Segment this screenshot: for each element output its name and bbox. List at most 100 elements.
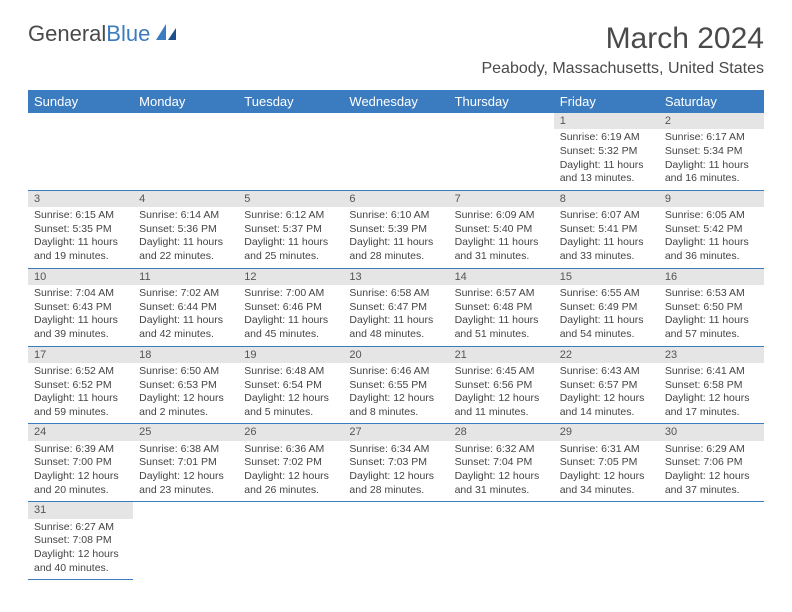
day-number: 4 (133, 191, 238, 207)
day-line: Sunrise: 6:50 AM (139, 365, 232, 379)
calendar-cell (554, 502, 659, 580)
calendar-cell: 21Sunrise: 6:45 AMSunset: 6:56 PMDayligh… (449, 346, 554, 424)
day-number (238, 113, 343, 127)
day-line: Daylight: 11 hours (34, 236, 127, 250)
day-number: 19 (238, 347, 343, 363)
calendar-cell: 14Sunrise: 6:57 AMSunset: 6:48 PMDayligh… (449, 268, 554, 346)
calendar-cell: 5Sunrise: 6:12 AMSunset: 5:37 PMDaylight… (238, 190, 343, 268)
day-number (28, 113, 133, 127)
day-number: 5 (238, 191, 343, 207)
day-number: 29 (554, 424, 659, 440)
day-line: and 11 minutes. (455, 406, 548, 420)
day-line: Sunset: 7:08 PM (34, 534, 127, 548)
calendar-cell: 6Sunrise: 6:10 AMSunset: 5:39 PMDaylight… (343, 190, 448, 268)
day-body: Sunrise: 6:17 AMSunset: 5:34 PMDaylight:… (659, 129, 764, 190)
day-line: Sunrise: 6:09 AM (455, 209, 548, 223)
day-number (238, 502, 343, 516)
day-body (554, 516, 659, 522)
logo: GeneralBlue (28, 22, 180, 46)
day-body (343, 127, 448, 133)
calendar-cell (133, 113, 238, 190)
day-line: Sunset: 6:43 PM (34, 301, 127, 315)
day-line: Sunset: 6:48 PM (455, 301, 548, 315)
day-line: Sunset: 6:56 PM (455, 379, 548, 393)
day-line: and 2 minutes. (139, 406, 232, 420)
day-line: Daylight: 11 hours (665, 236, 758, 250)
day-line: and 57 minutes. (665, 328, 758, 342)
calendar-cell: 23Sunrise: 6:41 AMSunset: 6:58 PMDayligh… (659, 346, 764, 424)
day-number (343, 113, 448, 127)
day-body (449, 516, 554, 522)
day-line: Sunset: 6:53 PM (139, 379, 232, 393)
day-line: Sunset: 6:54 PM (244, 379, 337, 393)
calendar-cell: 22Sunrise: 6:43 AMSunset: 6:57 PMDayligh… (554, 346, 659, 424)
day-line: Daylight: 12 hours (560, 470, 653, 484)
day-line: and 23 minutes. (139, 484, 232, 498)
day-number: 10 (28, 269, 133, 285)
day-line: Daylight: 12 hours (665, 470, 758, 484)
day-line: Sunset: 7:06 PM (665, 456, 758, 470)
day-line: Sunrise: 6:27 AM (34, 521, 127, 535)
day-line: Daylight: 11 hours (665, 314, 758, 328)
day-line: Sunrise: 6:17 AM (665, 131, 758, 145)
day-line: Sunrise: 6:45 AM (455, 365, 548, 379)
day-number (343, 502, 448, 516)
day-body: Sunrise: 6:05 AMSunset: 5:42 PMDaylight:… (659, 207, 764, 268)
day-line: Daylight: 12 hours (455, 392, 548, 406)
day-line: Sunrise: 6:38 AM (139, 443, 232, 457)
calendar-body: 1Sunrise: 6:19 AMSunset: 5:32 PMDaylight… (28, 113, 764, 580)
day-line: Sunset: 6:46 PM (244, 301, 337, 315)
day-line: and 42 minutes. (139, 328, 232, 342)
day-number: 17 (28, 347, 133, 363)
day-line: Sunset: 7:00 PM (34, 456, 127, 470)
day-line: Sunrise: 6:15 AM (34, 209, 127, 223)
day-body (133, 516, 238, 522)
day-number (449, 502, 554, 516)
day-body: Sunrise: 6:19 AMSunset: 5:32 PMDaylight:… (554, 129, 659, 190)
day-line: Sunset: 7:02 PM (244, 456, 337, 470)
day-line: Sunrise: 6:14 AM (139, 209, 232, 223)
day-line: Sunset: 5:40 PM (455, 223, 548, 237)
day-number: 31 (28, 502, 133, 518)
day-number (659, 502, 764, 516)
day-line: Sunrise: 6:55 AM (560, 287, 653, 301)
day-number: 30 (659, 424, 764, 440)
day-line: Sunset: 7:03 PM (349, 456, 442, 470)
day-line: and 51 minutes. (455, 328, 548, 342)
calendar-cell: 25Sunrise: 6:38 AMSunset: 7:01 PMDayligh… (133, 424, 238, 502)
day-line: Sunrise: 6:34 AM (349, 443, 442, 457)
day-header: Wednesday (343, 90, 448, 113)
day-line: Daylight: 12 hours (34, 548, 127, 562)
day-body (343, 516, 448, 522)
day-line: Sunset: 5:35 PM (34, 223, 127, 237)
day-line: Daylight: 11 hours (34, 314, 127, 328)
day-line: Sunrise: 7:00 AM (244, 287, 337, 301)
day-number (449, 113, 554, 127)
day-line: Sunset: 5:37 PM (244, 223, 337, 237)
calendar-cell: 16Sunrise: 6:53 AMSunset: 6:50 PMDayligh… (659, 268, 764, 346)
day-body: Sunrise: 6:45 AMSunset: 6:56 PMDaylight:… (449, 363, 554, 424)
day-line: and 25 minutes. (244, 250, 337, 264)
day-body: Sunrise: 6:12 AMSunset: 5:37 PMDaylight:… (238, 207, 343, 268)
day-line: Sunrise: 6:05 AM (665, 209, 758, 223)
day-line: Sunrise: 6:10 AM (349, 209, 442, 223)
day-line: Sunrise: 6:48 AM (244, 365, 337, 379)
calendar-cell: 2Sunrise: 6:17 AMSunset: 5:34 PMDaylight… (659, 113, 764, 190)
calendar-week: 3Sunrise: 6:15 AMSunset: 5:35 PMDaylight… (28, 190, 764, 268)
day-line: Sunrise: 6:32 AM (455, 443, 548, 457)
calendar-cell: 28Sunrise: 6:32 AMSunset: 7:04 PMDayligh… (449, 424, 554, 502)
day-number: 21 (449, 347, 554, 363)
day-line: and 31 minutes. (455, 250, 548, 264)
day-line: and 48 minutes. (349, 328, 442, 342)
day-line: Sunrise: 6:52 AM (34, 365, 127, 379)
day-line: Daylight: 12 hours (244, 392, 337, 406)
day-line: Daylight: 12 hours (34, 470, 127, 484)
day-line: Sunset: 5:42 PM (665, 223, 758, 237)
day-line: and 34 minutes. (560, 484, 653, 498)
day-line: Sunrise: 7:02 AM (139, 287, 232, 301)
day-body: Sunrise: 6:32 AMSunset: 7:04 PMDaylight:… (449, 441, 554, 502)
day-body: Sunrise: 6:27 AMSunset: 7:08 PMDaylight:… (28, 519, 133, 580)
day-number: 16 (659, 269, 764, 285)
calendar-cell: 30Sunrise: 6:29 AMSunset: 7:06 PMDayligh… (659, 424, 764, 502)
day-number: 26 (238, 424, 343, 440)
